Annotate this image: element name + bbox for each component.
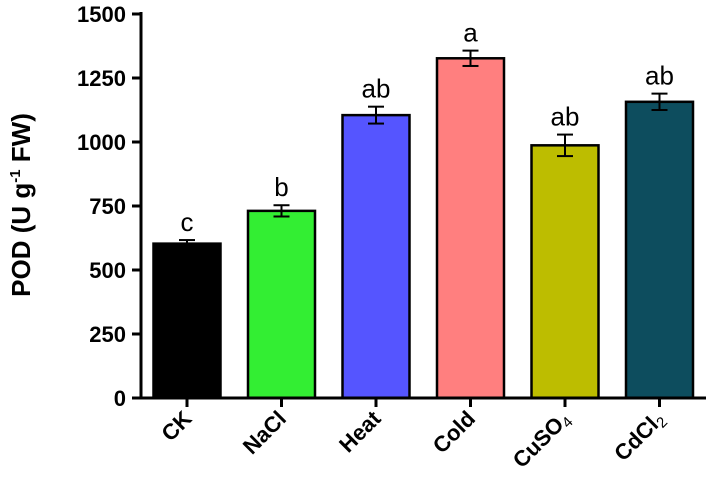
- bar: [435, 57, 506, 400]
- y-tick-label: 1500: [77, 2, 126, 27]
- y-tick-label: 250: [89, 322, 126, 347]
- x-tick-label: Cold: [428, 406, 480, 458]
- x-tick-label: Heat: [334, 405, 386, 457]
- x-tick-label: CK: [156, 406, 196, 446]
- significance-label: ab: [551, 102, 580, 132]
- y-tick-label: 500: [89, 258, 126, 283]
- bar: [341, 113, 411, 400]
- y-tick-label: 0: [114, 386, 126, 411]
- significance-label: ab: [645, 61, 674, 91]
- significance-label: a: [463, 18, 478, 48]
- y-axis-title: POD (U g-1 FW): [6, 113, 36, 297]
- significance-label: ab: [362, 74, 391, 104]
- x-tick-label: NaCl: [238, 406, 291, 459]
- significance-label: b: [274, 172, 288, 202]
- y-tick-label: 1000: [77, 130, 126, 155]
- significance-label: c: [181, 207, 194, 237]
- y-tick-label: 1250: [77, 66, 126, 91]
- bar: [246, 209, 317, 400]
- x-tick-label: CdCl2: [609, 406, 671, 468]
- x-tick-label: CuSO4: [508, 406, 577, 475]
- bar: [624, 100, 695, 400]
- bar: [530, 144, 600, 400]
- bar: [152, 242, 222, 400]
- y-tick-label: 750: [89, 194, 126, 219]
